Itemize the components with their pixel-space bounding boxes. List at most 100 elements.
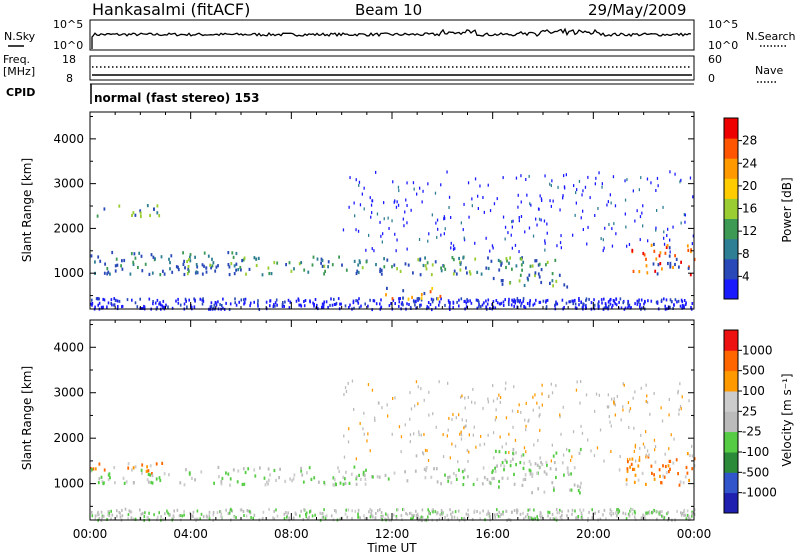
data-point (659, 513, 661, 516)
data-point (242, 258, 245, 262)
data-point (529, 462, 532, 466)
colorbar-tick-label: 100 (742, 384, 765, 398)
data-point (360, 304, 362, 308)
data-point (615, 297, 618, 301)
data-point (169, 513, 171, 517)
data-point (524, 306, 527, 310)
data-point (107, 513, 109, 517)
data-point (539, 300, 542, 304)
data-point (148, 272, 151, 276)
data-point (545, 305, 548, 309)
data-point (355, 178, 357, 182)
data-point (463, 202, 465, 206)
data-point (321, 305, 323, 309)
data-point (482, 406, 484, 410)
data-point (515, 463, 517, 467)
data-point (370, 215, 372, 219)
data-point (600, 237, 602, 241)
data-point (100, 510, 103, 514)
data-point (653, 508, 656, 512)
data-point (563, 305, 565, 309)
data-point (452, 471, 455, 476)
data-point (492, 384, 494, 388)
data-point (187, 265, 190, 269)
data-point (620, 418, 622, 422)
data-point (92, 467, 95, 471)
data-point (611, 303, 614, 307)
data-point (91, 302, 94, 305)
y-tick-label: 1000 (53, 477, 84, 491)
data-point (519, 461, 522, 465)
data-point (310, 477, 313, 481)
data-point (607, 200, 609, 204)
data-point (515, 176, 518, 180)
data-point (458, 298, 460, 302)
data-point (541, 383, 543, 387)
data-point (547, 510, 549, 514)
data-point (474, 241, 476, 245)
data-point (413, 300, 415, 304)
data-point (380, 511, 383, 515)
data-point (359, 516, 361, 520)
data-point (380, 298, 382, 302)
data-point (415, 454, 417, 458)
data-point (513, 482, 516, 486)
data-point (456, 516, 459, 520)
data-point (594, 409, 596, 413)
data-point (497, 258, 500, 262)
data-point (406, 302, 408, 306)
data-point (685, 465, 688, 470)
data-point (617, 511, 619, 515)
data-point (358, 259, 361, 263)
data-point (209, 305, 212, 309)
data-point (302, 480, 305, 484)
data-point (206, 515, 208, 519)
data-point (351, 517, 353, 520)
data-point (469, 272, 472, 276)
data-point (427, 301, 430, 304)
data-point (363, 432, 365, 436)
x-tick-label: 12:00 (375, 527, 410, 541)
data-point (366, 439, 368, 443)
data-point (657, 184, 659, 188)
data-point (577, 489, 580, 493)
data-point (184, 297, 187, 301)
data-point (531, 474, 534, 478)
data-point (439, 513, 441, 517)
data-point (253, 256, 256, 260)
data-point (262, 510, 265, 514)
data-point (579, 401, 581, 405)
data-point (493, 202, 496, 206)
data-point (268, 507, 270, 511)
data-point (406, 204, 408, 207)
data-point (535, 298, 537, 302)
data-point (412, 181, 415, 185)
data-point (660, 481, 662, 485)
data-point (134, 256, 137, 260)
data-point (270, 272, 273, 276)
data-point (448, 416, 450, 420)
data-point (207, 254, 210, 258)
data-point (560, 246, 562, 250)
data-point (353, 201, 355, 205)
freq-panel (89, 55, 695, 81)
data-point (660, 406, 662, 410)
data-point (193, 297, 195, 301)
data-point (627, 401, 630, 405)
data-point (420, 296, 423, 300)
data-point (516, 305, 519, 309)
data-point (396, 238, 398, 242)
data-point (522, 466, 525, 470)
data-point (211, 257, 213, 261)
data-point (203, 264, 205, 268)
data-point (235, 262, 238, 266)
data-point (504, 298, 506, 302)
data-point (422, 189, 424, 193)
data-point (691, 467, 694, 471)
data-point (599, 517, 602, 521)
data-point (397, 508, 399, 512)
y-tick-label: 1000 (53, 266, 84, 280)
data-point (540, 515, 542, 519)
data-point (362, 473, 365, 477)
data-point (411, 514, 413, 518)
